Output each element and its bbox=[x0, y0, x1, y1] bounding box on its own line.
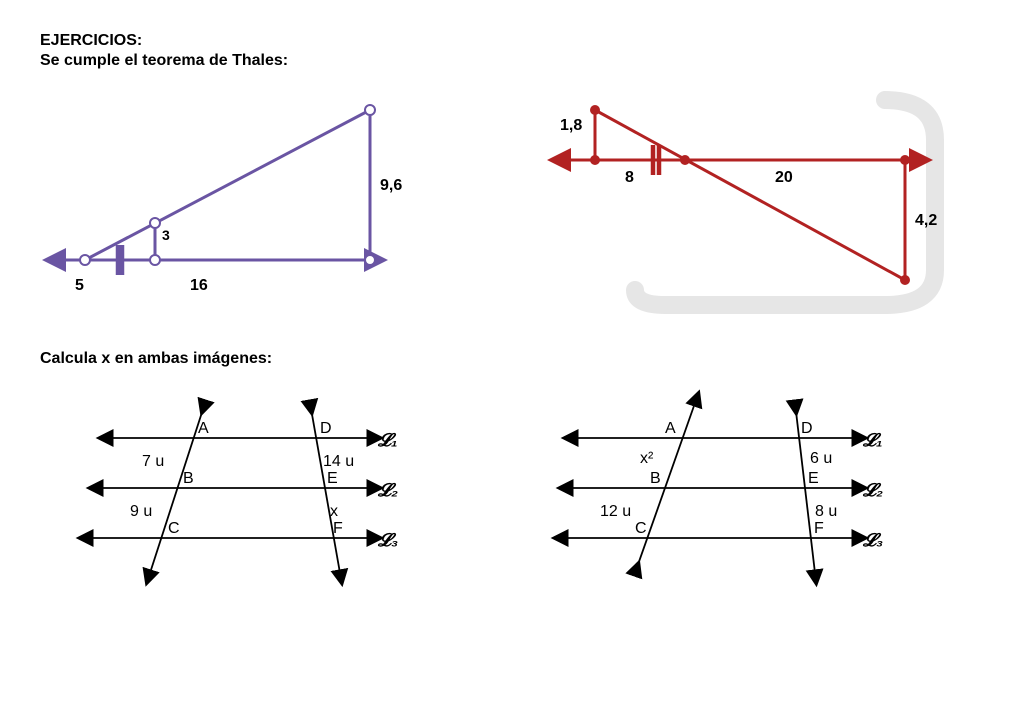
lbl2-B: B bbox=[650, 470, 661, 487]
hypotenuse bbox=[85, 110, 370, 260]
lbl2-D: D bbox=[801, 420, 813, 437]
pt-l bbox=[590, 155, 600, 165]
lbl-L2: 𝓛₂ bbox=[377, 480, 398, 500]
cross-svg: 1,8 8 20 4,2 bbox=[535, 90, 965, 320]
pt-tl bbox=[590, 105, 600, 115]
lbl2-A: A bbox=[665, 420, 676, 437]
lbl-L3: 𝓛₃ bbox=[377, 530, 398, 550]
lbl-DE: 14 u bbox=[323, 453, 354, 470]
lbl-D: D bbox=[320, 420, 332, 437]
lbl2-BC: 12 u bbox=[600, 503, 631, 520]
lbl2-AB: x² bbox=[640, 450, 654, 467]
vertex-top bbox=[365, 105, 375, 115]
triangle-svg: 5 16 3 9,6 bbox=[40, 90, 440, 320]
subheading-calcula: Calcula x en ambas imágenes: bbox=[40, 350, 969, 368]
lbl2-L1: 𝓛₁ bbox=[862, 430, 882, 450]
heading-exercises: EJERCICIOS: bbox=[40, 32, 969, 50]
diag-line bbox=[595, 110, 905, 280]
label-3: 3 bbox=[162, 227, 170, 243]
lbl2-L2: 𝓛₂ bbox=[862, 480, 883, 500]
lbl-BC: 9 u bbox=[130, 503, 152, 520]
lbl-EF: x bbox=[330, 503, 338, 520]
lbl2-L3: 𝓛₃ bbox=[862, 530, 883, 550]
thales-svg-2: A B C x² 12 u D E F 6 u 8 u 𝓛₁ 𝓛₂ 𝓛₃ bbox=[535, 388, 935, 588]
lbl-AB: 7 u bbox=[142, 453, 164, 470]
thales-svg-1: A B C 7 u 9 u D E F 14 u x 𝓛₁ 𝓛₂ 𝓛₃ bbox=[40, 388, 440, 588]
row-2: A B C 7 u 9 u D E F 14 u x 𝓛₁ 𝓛₂ 𝓛₃ bbox=[40, 388, 969, 588]
lbl2-EF: 8 u bbox=[815, 503, 837, 520]
subheading-thales: Se cumple el teorema de Thales: bbox=[40, 52, 969, 70]
figure-4: A B C x² 12 u D E F 6 u 8 u 𝓛₁ 𝓛₂ 𝓛₃ bbox=[535, 388, 970, 588]
pt-r bbox=[900, 155, 910, 165]
lbl2-E: E bbox=[808, 470, 819, 487]
label-5: 5 bbox=[75, 277, 84, 294]
vertex-inner bbox=[150, 255, 160, 265]
faint-curve bbox=[635, 100, 935, 305]
label-96: 9,6 bbox=[380, 177, 402, 194]
row-1: 5 16 3 9,6 bbox=[40, 90, 969, 320]
lbl-L1: 𝓛₁ bbox=[377, 430, 397, 450]
vertex-right bbox=[365, 255, 375, 265]
lbl-B: B bbox=[183, 470, 194, 487]
pt-br bbox=[900, 275, 910, 285]
label-20: 20 bbox=[775, 169, 793, 186]
lbl-A: A bbox=[198, 420, 209, 437]
lbl-E: E bbox=[327, 470, 338, 487]
lbl-F: F bbox=[333, 520, 343, 537]
lbl2-C: C bbox=[635, 520, 647, 537]
lbl2-DE: 6 u bbox=[810, 450, 832, 467]
lbl-C: C bbox=[168, 520, 180, 537]
label-16: 16 bbox=[190, 277, 208, 294]
label-18: 1,8 bbox=[560, 117, 582, 134]
figure-3: A B C 7 u 9 u D E F 14 u x 𝓛₁ 𝓛₂ 𝓛₃ bbox=[40, 388, 475, 588]
label-42: 4,2 bbox=[915, 212, 937, 229]
figure-1: 5 16 3 9,6 bbox=[40, 90, 475, 320]
vertex-left bbox=[80, 255, 90, 265]
vertex-inner-top bbox=[150, 218, 160, 228]
pt-cross bbox=[680, 155, 690, 165]
lbl2-F: F bbox=[814, 520, 824, 537]
figure-2: 1,8 8 20 4,2 bbox=[535, 90, 970, 320]
label-8: 8 bbox=[625, 169, 634, 186]
